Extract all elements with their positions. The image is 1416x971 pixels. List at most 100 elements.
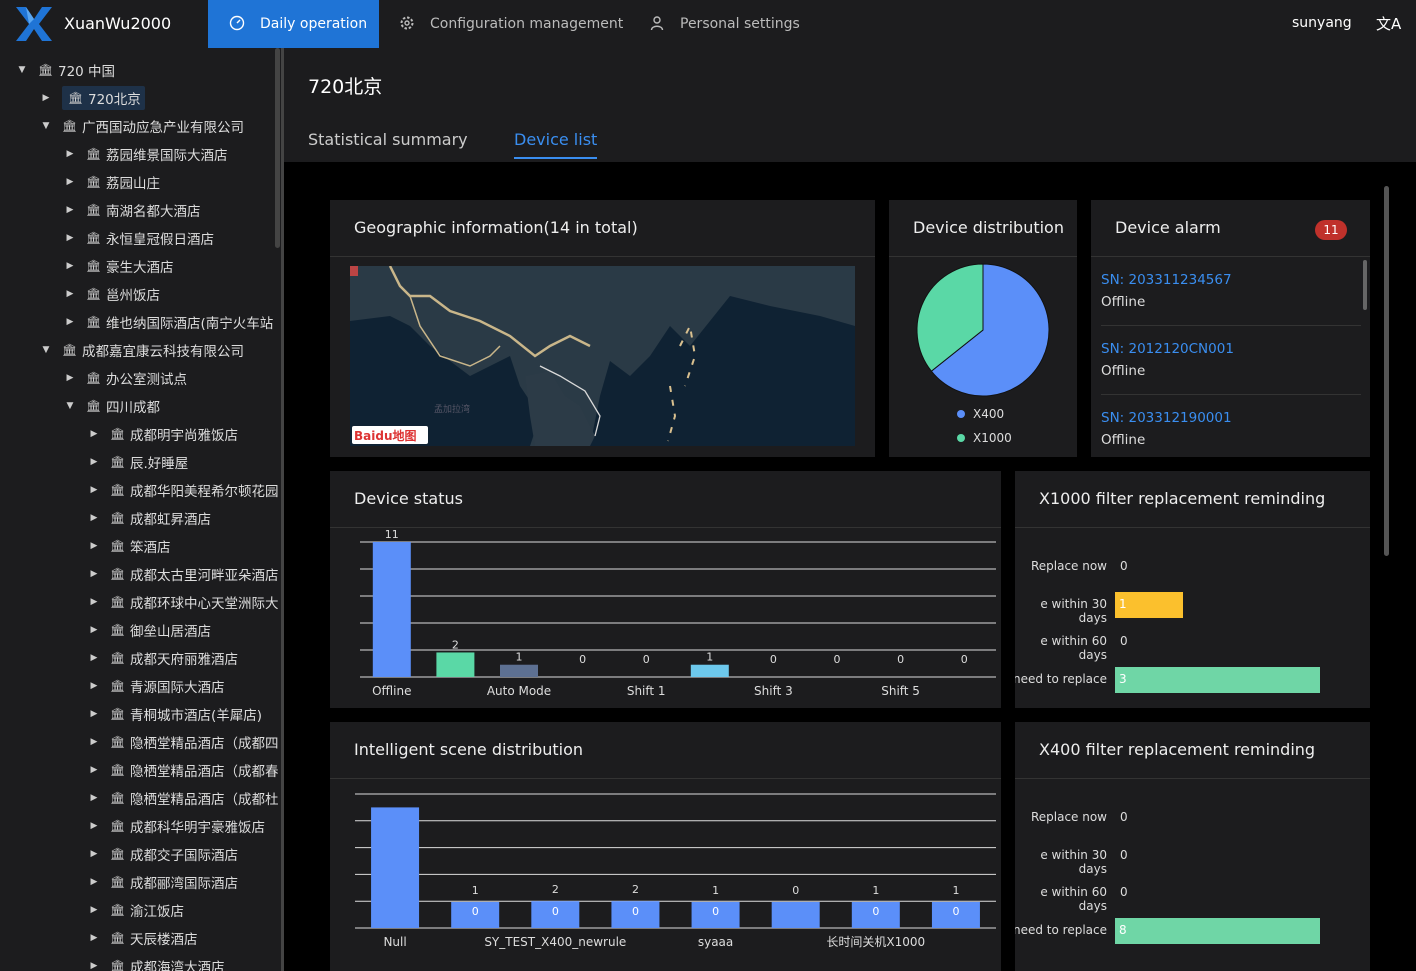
caret-right-icon[interactable]: ▶ [90,597,98,607]
map[interactable]: 孟加拉湾 Baidu地图 [350,266,855,446]
tree-node-content[interactable]: 🏛 隐栖堂精品酒店（成都四 [110,730,279,754]
caret-right-icon[interactable]: ▶ [90,429,98,439]
tree-node[interactable]: ▼ 🏛 720 中国 [14,56,116,84]
tree-node[interactable]: ▶ 🏛 维也纳国际酒店(南宁火车站 [62,308,274,336]
tree-node[interactable]: ▶ 🏛 渝江饭店 [86,896,184,924]
username[interactable]: sunyang [1292,15,1352,31]
nav-daily-operation[interactable]: Daily operation [208,0,379,48]
alarm-sn[interactable]: SN: 203311234567 [1101,272,1232,288]
nav-configuration-management[interactable]: Configuration management [398,0,623,48]
tree-node-content[interactable]: 🏛 辰.好睡屋 [110,450,188,474]
tree-node-content[interactable]: 🏛 笨酒店 [110,534,171,558]
tree-node[interactable]: ▶ 🏛 成都华阳美程希尔顿花园 [86,476,279,504]
caret-right-icon[interactable]: ▶ [66,205,74,215]
tree-node-content[interactable]: 🏛 成都交子国际酒店 [110,842,238,866]
caret-right-icon[interactable]: ▶ [90,485,98,495]
caret-right-icon[interactable]: ▶ [90,737,98,747]
tree-node-content[interactable]: 🏛 荔园维景国际大酒店 [86,142,228,166]
tree-node-content[interactable]: 🏛 四川成都 [86,394,160,418]
tree-node-content[interactable]: 🏛 成都科华明宇豪雅饭店 [110,814,265,838]
tree-node[interactable]: ▶ 🏛 天辰楼酒店 [86,924,198,952]
tree-node-content[interactable]: 🏛 天辰楼酒店 [110,926,198,950]
caret-right-icon[interactable]: ▶ [90,709,98,719]
tree-node-content[interactable]: 🏛 邕州饭店 [86,282,160,306]
tree-node-content[interactable]: 🏛 成都明宇尚雅饭店 [110,422,238,446]
tree-node-content[interactable]: 🏛 隐栖堂精品酒店（成都春 [110,758,279,782]
caret-right-icon[interactable]: ▶ [90,569,98,579]
tree-node-content[interactable]: 🏛 成都郦湾国际酒店 [110,870,238,894]
caret-right-icon[interactable]: ▶ [90,905,98,915]
tree-node[interactable]: ▶ 🏛 成都海湾大酒店 [86,952,225,971]
tree-node-content[interactable]: 🏛 办公室测试点 [86,366,187,390]
tree-node[interactable]: ▶ 🏛 成都明宇尚雅饭店 [86,420,238,448]
caret-down-icon[interactable]: ▼ [42,345,50,355]
translate-icon[interactable]: 文A [1376,15,1402,33]
caret-right-icon[interactable]: ▶ [90,877,98,887]
tree-node-content[interactable]: 🏛 720北京 [62,86,145,110]
caret-right-icon[interactable]: ▶ [90,681,98,691]
caret-right-icon[interactable]: ▶ [66,177,74,187]
tree-node-content[interactable]: 🏛 青源国际大酒店 [110,674,225,698]
tree-node[interactable]: ▶ 🏛 笨酒店 [86,532,171,560]
main-scrollbar[interactable] [1384,186,1389,556]
caret-right-icon[interactable]: ▶ [90,961,98,971]
tree-node[interactable]: ▶ 🏛 隐栖堂精品酒店（成都春 [86,756,279,784]
caret-right-icon[interactable]: ▶ [90,765,98,775]
tree-node[interactable]: ▶ 🏛 青源国际大酒店 [86,672,225,700]
alarm-sn[interactable]: SN: 203312190001 [1101,410,1232,426]
tree-node-content[interactable]: 🏛 永恒皇冠假日酒店 [86,226,214,250]
caret-down-icon[interactable]: ▼ [18,65,26,75]
alarm-item[interactable]: SN: 203312190001 Offline [1101,408,1361,457]
tree-node[interactable]: ▶ 🏛 成都太古里河畔亚朵酒店 [86,560,279,588]
tree-node[interactable]: ▶ 🏛 永恒皇冠假日酒店 [62,224,214,252]
tree-node-content[interactable]: 🏛 南湖名都大酒店 [86,198,201,222]
tree-node[interactable]: ▶ 🏛 邕州饭店 [62,280,160,308]
tree-node[interactable]: ▶ 🏛 办公室测试点 [62,364,187,392]
tree-node[interactable]: ▶ 🏛 御垒山居酒店 [86,616,211,644]
tree-node-content[interactable]: 🏛 渝江饭店 [110,898,184,922]
tree-node-content[interactable]: 🏛 成都虹昇酒店 [110,506,211,530]
tree-node[interactable]: ▼ 🏛 广西国动应急产业有限公司 [38,112,244,140]
caret-right-icon[interactable]: ▶ [66,233,74,243]
tree-node[interactable]: ▶ 🏛 成都天府丽雅酒店 [86,644,238,672]
tree-node-content[interactable]: 🏛 荔园山庄 [86,170,160,194]
tree-node-content[interactable]: 🏛 成都环球中心天堂洲际大 [110,590,279,614]
caret-right-icon[interactable]: ▶ [66,289,74,299]
alarm-item[interactable]: SN: 203311234567 Offline [1101,270,1361,326]
tree-node[interactable]: ▶ 🏛 成都郦湾国际酒店 [86,868,238,896]
tab-device-list[interactable]: Device list [514,130,598,159]
caret-right-icon[interactable]: ▶ [42,93,50,103]
tree-node-content[interactable]: 🏛 豪生大酒店 [86,254,174,278]
caret-right-icon[interactable]: ▶ [90,849,98,859]
caret-right-icon[interactable]: ▶ [90,513,98,523]
caret-right-icon[interactable]: ▶ [90,541,98,551]
tree-node[interactable]: ▶ 🏛 成都环球中心天堂洲际大 [86,588,279,616]
sidebar-scrollbar[interactable] [275,48,280,248]
tree-node-content[interactable]: 🏛 成都太古里河畔亚朵酒店 [110,562,279,586]
caret-right-icon[interactable]: ▶ [66,317,74,327]
tree-node-content[interactable]: 🏛 成都华阳美程希尔顿花园 [110,478,279,502]
tree-node-content[interactable]: 🏛 广西国动应急产业有限公司 [62,114,244,138]
caret-right-icon[interactable]: ▶ [90,625,98,635]
tree-node[interactable]: ▶ 🏛 隐栖堂精品酒店（成都杜 [86,784,279,812]
nav-personal-settings[interactable]: Personal settings [648,0,800,48]
caret-down-icon[interactable]: ▼ [42,121,50,131]
caret-right-icon[interactable]: ▶ [90,653,98,663]
tree-node[interactable]: ▼ 🏛 四川成都 [62,392,160,420]
alarm-sn[interactable]: SN: 2012120CN001 [1101,341,1234,357]
caret-right-icon[interactable]: ▶ [90,821,98,831]
tree-node[interactable]: ▶ 🏛 荔园维景国际大酒店 [62,140,228,168]
tree-node[interactable]: ▼ 🏛 成都嘉宜康云科技有限公司 [38,336,244,364]
tree-node[interactable]: ▶ 🏛 荔园山庄 [62,168,160,196]
alarm-item[interactable]: SN: 2012120CN001 Offline [1101,339,1361,395]
tree-node[interactable]: ▶ 🏛 成都交子国际酒店 [86,840,238,868]
caret-right-icon[interactable]: ▶ [66,373,74,383]
tree-node-content[interactable]: 🏛 青桐城市酒店(羊犀店) [110,702,262,726]
tree-node[interactable]: ▶ 🏛 豪生大酒店 [62,252,174,280]
tree-node[interactable]: ▶ 🏛 720北京 [38,84,145,112]
tree-node-content[interactable]: 🏛 维也纳国际酒店(南宁火车站 [86,310,273,334]
tree-node[interactable]: ▶ 🏛 辰.好睡屋 [86,448,189,476]
tree-node-content[interactable]: 🏛 720 中国 [38,58,115,82]
alarm-scrollbar[interactable] [1363,260,1367,310]
tree-node[interactable]: ▶ 🏛 成都虹昇酒店 [86,504,211,532]
